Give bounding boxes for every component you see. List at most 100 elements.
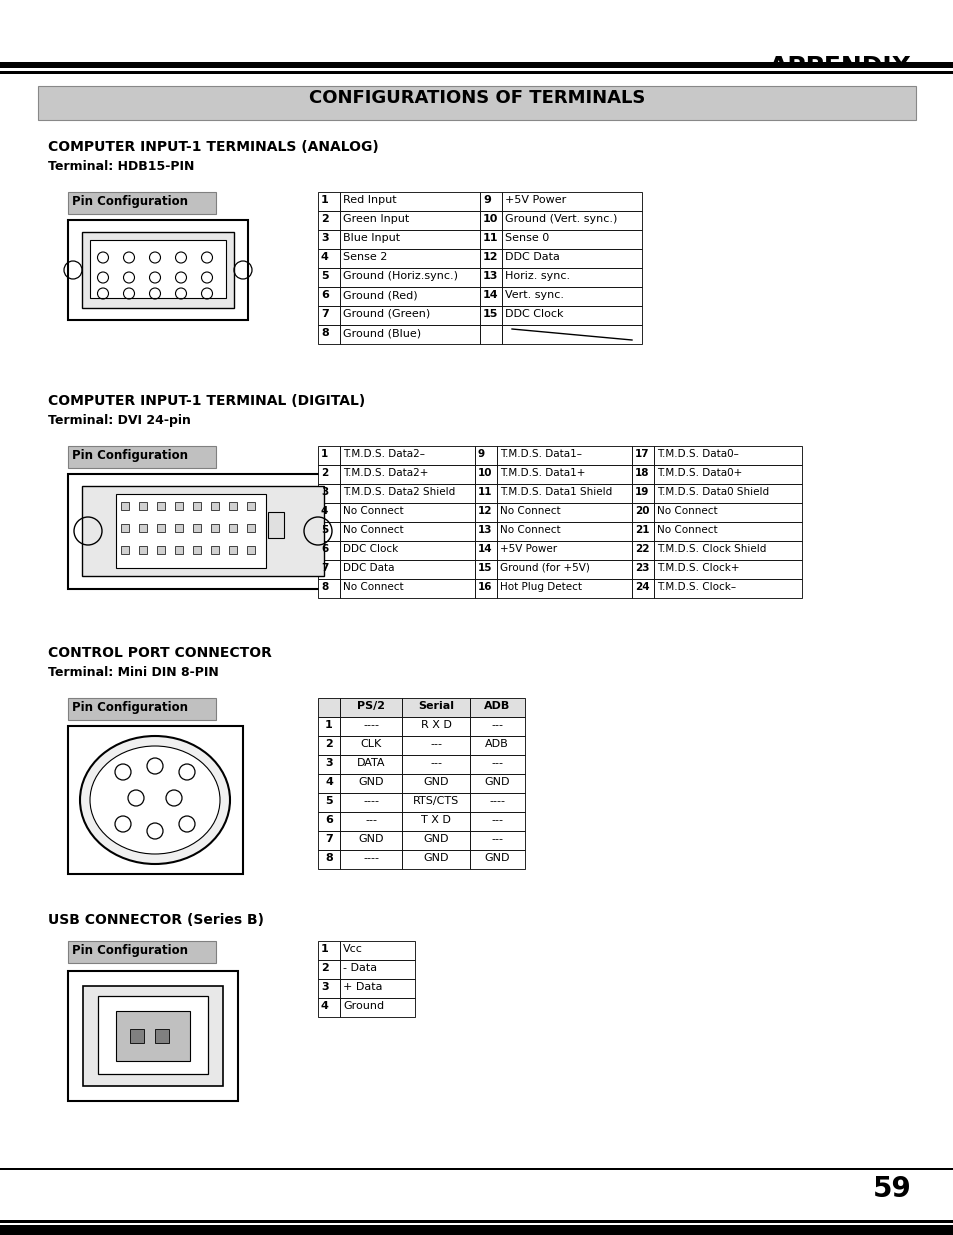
- Text: T.M.D.S. Data0–: T.M.D.S. Data0–: [657, 450, 739, 459]
- Text: 2: 2: [320, 468, 328, 478]
- Text: 1: 1: [320, 195, 329, 205]
- Text: RTS/CTS: RTS/CTS: [413, 797, 458, 806]
- Text: PS/2: PS/2: [356, 701, 385, 711]
- Text: Sense 2: Sense 2: [343, 252, 387, 262]
- Bar: [339, 579, 475, 598]
- Text: 15: 15: [477, 563, 492, 573]
- Bar: [631, 466, 654, 484]
- Bar: [317, 559, 339, 579]
- Bar: [211, 524, 219, 532]
- Text: COMPUTER INPUT-1 TERMINALS (ANALOG): COMPUTER INPUT-1 TERMINALS (ANALOG): [48, 140, 378, 154]
- Bar: [339, 774, 401, 793]
- Text: 12: 12: [482, 252, 498, 262]
- Bar: [317, 755, 339, 774]
- Text: 59: 59: [872, 1174, 911, 1203]
- Bar: [157, 501, 165, 510]
- Bar: [339, 831, 401, 850]
- Bar: [470, 698, 524, 718]
- Text: 7: 7: [117, 764, 123, 773]
- Text: Ground (Vert. sync.): Ground (Vert. sync.): [504, 214, 617, 224]
- Bar: [475, 484, 497, 503]
- Bar: [479, 230, 501, 249]
- Text: 5: 5: [320, 525, 328, 535]
- Bar: [247, 501, 254, 510]
- Text: ----: ----: [363, 853, 378, 863]
- Bar: [130, 1029, 144, 1044]
- Bar: [90, 240, 226, 298]
- Text: 9: 9: [482, 195, 491, 205]
- Text: ---: ---: [491, 758, 502, 768]
- Bar: [654, 484, 801, 503]
- Bar: [317, 268, 339, 287]
- Bar: [339, 718, 401, 736]
- Text: 23: 23: [635, 563, 649, 573]
- Bar: [317, 774, 339, 793]
- Bar: [83, 986, 223, 1086]
- Bar: [268, 513, 284, 538]
- Text: 20: 20: [635, 506, 649, 516]
- Bar: [339, 793, 401, 811]
- Bar: [116, 494, 266, 568]
- Bar: [154, 1029, 169, 1044]
- Text: 7: 7: [325, 834, 333, 844]
- Text: DDC Clock: DDC Clock: [343, 543, 397, 555]
- Text: T.M.D.S. Data2 Shield: T.M.D.S. Data2 Shield: [343, 487, 455, 496]
- Text: 3: 3: [320, 233, 328, 243]
- Text: 12: 12: [477, 506, 492, 516]
- Bar: [479, 191, 501, 211]
- Text: Ground (for +5V): Ground (for +5V): [499, 563, 589, 573]
- Bar: [317, 484, 339, 503]
- Bar: [501, 230, 641, 249]
- Text: ----: ----: [363, 720, 378, 730]
- Bar: [497, 484, 631, 503]
- Bar: [339, 755, 401, 774]
- Bar: [631, 559, 654, 579]
- Text: 2: 2: [168, 790, 173, 799]
- Text: 2: 2: [325, 739, 333, 748]
- Bar: [68, 191, 215, 214]
- Text: +5V Power: +5V Power: [504, 195, 566, 205]
- Bar: [401, 718, 470, 736]
- Text: ----: ----: [489, 797, 504, 806]
- Bar: [475, 579, 497, 598]
- Text: Sense 0: Sense 0: [504, 233, 549, 243]
- Text: Vert. sync.: Vert. sync.: [504, 290, 563, 300]
- Bar: [339, 941, 415, 960]
- Text: 4: 4: [320, 506, 328, 516]
- Text: ---: ---: [430, 739, 441, 748]
- Bar: [317, 718, 339, 736]
- Text: COMPUTER INPUT-1 TERMINAL (DIGITAL): COMPUTER INPUT-1 TERMINAL (DIGITAL): [48, 394, 365, 408]
- Bar: [317, 466, 339, 484]
- Text: GND: GND: [423, 853, 448, 863]
- Bar: [229, 524, 236, 532]
- Ellipse shape: [90, 746, 220, 853]
- Text: GND: GND: [484, 777, 509, 787]
- Text: T.M.D.S. Clock+: T.M.D.S. Clock+: [657, 563, 739, 573]
- Text: GND: GND: [358, 777, 383, 787]
- Bar: [339, 211, 479, 230]
- Bar: [229, 501, 236, 510]
- Text: 8: 8: [325, 853, 333, 863]
- Bar: [479, 211, 501, 230]
- Bar: [317, 249, 339, 268]
- Bar: [339, 998, 415, 1016]
- Text: Ground (Horiz.sync.): Ground (Horiz.sync.): [343, 270, 457, 282]
- Text: DDC Clock: DDC Clock: [504, 309, 563, 319]
- Bar: [157, 524, 165, 532]
- Bar: [631, 484, 654, 503]
- Text: GND: GND: [423, 777, 448, 787]
- Bar: [317, 698, 339, 718]
- Bar: [475, 446, 497, 466]
- Text: 5: 5: [325, 797, 333, 806]
- Bar: [475, 522, 497, 541]
- Bar: [38, 86, 915, 120]
- Bar: [475, 541, 497, 559]
- Bar: [475, 466, 497, 484]
- Text: Hot Plug Detect: Hot Plug Detect: [499, 582, 581, 592]
- Text: No Connect: No Connect: [657, 506, 717, 516]
- Bar: [0, 70, 953, 74]
- Bar: [401, 755, 470, 774]
- Text: No Connect: No Connect: [343, 506, 403, 516]
- Text: ADB: ADB: [485, 739, 508, 748]
- Text: 19: 19: [635, 487, 649, 496]
